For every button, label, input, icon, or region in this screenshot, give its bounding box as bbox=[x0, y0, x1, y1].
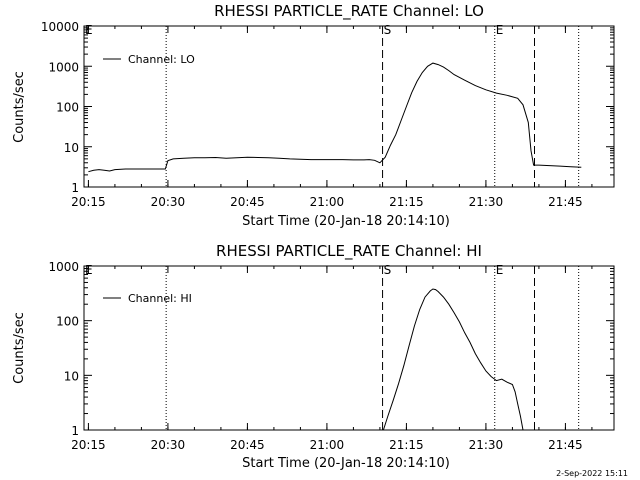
x-tick-label: 21:15 bbox=[389, 438, 424, 452]
plot-frame bbox=[83, 265, 615, 431]
x-axis: 20:15 20:30 20:45 21:00 21:15 21:30 21:45 bbox=[71, 266, 593, 452]
x-axis-label: Start Time (20-Jan-18 20:14:10) bbox=[242, 214, 450, 229]
x-tick-label: 21:15 bbox=[389, 195, 424, 209]
event-markers: ESE bbox=[85, 23, 580, 187]
x-tick-label: 20:30 bbox=[151, 195, 186, 209]
event-marker-label: S bbox=[384, 263, 392, 277]
y-tick-label: 10 bbox=[64, 369, 79, 383]
x-tick-label: 21:45 bbox=[548, 438, 583, 452]
event-marker-label: S bbox=[384, 23, 392, 37]
x-axis: 20:15 20:30 20:45 21:00 21:15 21:30 21:45 bbox=[71, 26, 593, 209]
x-tick-label: 20:45 bbox=[230, 195, 265, 209]
chart-title: RHESSI PARTICLE_RATE Channel: LO bbox=[214, 2, 484, 21]
legend-label: Channel: LO bbox=[128, 53, 195, 66]
x-axis-label: Start Time (20-Jan-18 20:14:10) bbox=[242, 456, 450, 471]
footer-date: 2-Sep-2022 15:11 bbox=[556, 469, 628, 478]
x-tick-label: 21:30 bbox=[469, 195, 504, 209]
y-tick-label: 100 bbox=[56, 101, 79, 115]
chart-panel-hi: RHESSI PARTICLE_RATE Channel: HI ESE 20:… bbox=[12, 242, 615, 471]
y-tick-label: 1000 bbox=[48, 60, 79, 74]
y-axis-label: Counts/sec bbox=[12, 71, 27, 143]
event-marker-label: E bbox=[496, 23, 504, 37]
y-axis: 1 10 100 1000 10000 bbox=[41, 20, 614, 195]
event-marker-label: E bbox=[496, 263, 504, 277]
y-tick-label: 1000 bbox=[48, 260, 79, 274]
x-tick-label: 21:45 bbox=[548, 195, 583, 209]
chart-panel-lo: RHESSI PARTICLE_RATE Channel: LO ESE 20:… bbox=[12, 2, 615, 229]
x-tick-label: 21:00 bbox=[310, 195, 345, 209]
series-line-hi bbox=[382, 288, 524, 431]
y-tick-label: 10 bbox=[64, 141, 79, 155]
y-tick-label: 100 bbox=[56, 315, 79, 329]
series-line-lo bbox=[88, 62, 582, 173]
y-axis-label: Counts/sec bbox=[12, 312, 27, 384]
x-tick-label: 20:30 bbox=[151, 438, 186, 452]
y-axis: 1 10 100 1000 bbox=[48, 260, 614, 438]
x-tick-label: 20:15 bbox=[71, 438, 106, 452]
x-tick-label: 21:30 bbox=[469, 438, 504, 452]
y-tick-label: 1 bbox=[71, 424, 79, 438]
event-markers: ESE bbox=[85, 263, 580, 430]
x-tick-label: 20:45 bbox=[230, 438, 265, 452]
x-tick-label: 21:00 bbox=[310, 438, 345, 452]
legend-label: Channel: HI bbox=[128, 292, 192, 305]
y-tick-label: 1 bbox=[71, 181, 79, 195]
legend: Channel: HI bbox=[103, 292, 192, 305]
legend: Channel: LO bbox=[103, 53, 195, 66]
x-tick-label: 20:15 bbox=[71, 195, 106, 209]
y-tick-label: 10000 bbox=[41, 20, 79, 34]
chart-title: RHESSI PARTICLE_RATE Channel: HI bbox=[216, 242, 482, 261]
